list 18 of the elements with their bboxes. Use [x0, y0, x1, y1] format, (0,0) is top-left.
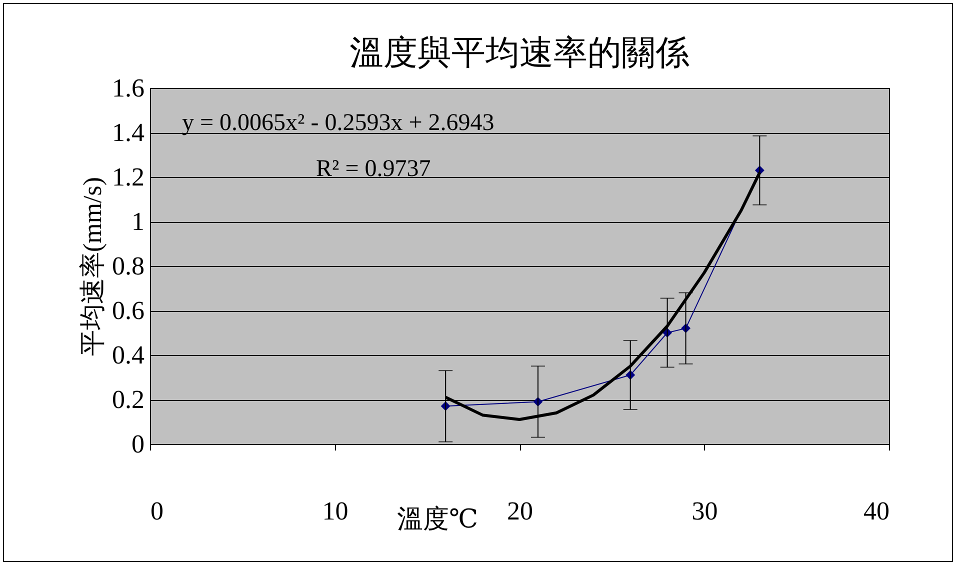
x-axis-title: 溫度℃	[396, 504, 478, 534]
y-tick-label: 0.6	[112, 296, 144, 325]
y-tick-label: 1.6	[112, 74, 144, 102]
annotation: R² = 0.9737	[316, 156, 431, 182]
x-tick-label: 20	[507, 496, 533, 526]
x-tick-label: 40	[864, 496, 890, 526]
y-tick-label: 1.4	[112, 118, 144, 147]
x-tick-label: 30	[692, 496, 718, 526]
y-tick-label: 0.8	[112, 252, 144, 280]
chart-title: 溫度與平均速率的關係	[350, 35, 690, 72]
x-tick-label: 0	[150, 496, 164, 526]
y-tick-label: 0.2	[112, 385, 144, 414]
x-tick-label: 10	[322, 496, 348, 526]
y-tick-label: 0	[132, 430, 144, 458]
y-axis-title: 平均速率(mm/s)	[78, 176, 107, 356]
y-tick-label: 1.2	[112, 162, 144, 192]
y-tick-label: 1	[132, 207, 144, 236]
y-tick-label: 0.4	[112, 340, 144, 370]
